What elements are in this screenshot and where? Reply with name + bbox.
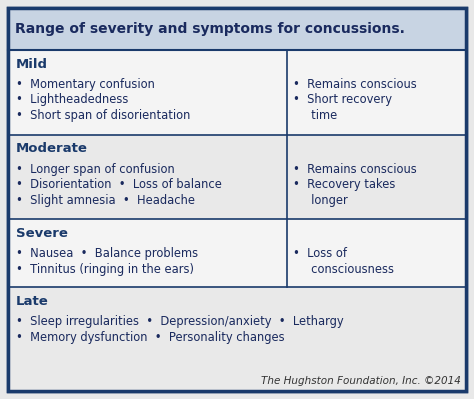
- Text: •  Loss of: • Loss of: [293, 247, 347, 260]
- Text: •  Short recovery: • Short recovery: [293, 93, 392, 107]
- Text: Late: Late: [16, 295, 49, 308]
- Text: The Hughston Foundation, Inc. ©2014: The Hughston Foundation, Inc. ©2014: [261, 376, 461, 386]
- Text: •  Disorientation  •  Loss of balance: • Disorientation • Loss of balance: [16, 178, 222, 191]
- Text: •  Tinnitus (ringing in the ears): • Tinnitus (ringing in the ears): [16, 263, 194, 276]
- Bar: [8, 219, 466, 287]
- Text: •  Nausea  •  Balance problems: • Nausea • Balance problems: [16, 247, 198, 260]
- Text: •  Momentary confusion: • Momentary confusion: [16, 78, 155, 91]
- Text: •  Slight amnesia  •  Headache: • Slight amnesia • Headache: [16, 194, 195, 207]
- Text: longer: longer: [293, 194, 348, 207]
- Text: •  Recovery takes: • Recovery takes: [293, 178, 396, 191]
- Text: Severe: Severe: [16, 227, 68, 240]
- Bar: [8, 50, 466, 134]
- Text: •  Remains conscious: • Remains conscious: [293, 162, 417, 176]
- Text: •  Lightheadedness: • Lightheadedness: [16, 93, 128, 107]
- Text: Moderate: Moderate: [16, 142, 88, 155]
- Bar: [8, 287, 466, 391]
- Text: Range of severity and symptoms for concussions.: Range of severity and symptoms for concu…: [15, 22, 405, 36]
- Text: consciousness: consciousness: [293, 263, 394, 276]
- Text: Mild: Mild: [16, 57, 48, 71]
- Text: time: time: [293, 109, 337, 122]
- Text: •  Longer span of confusion: • Longer span of confusion: [16, 162, 175, 176]
- Text: •  Remains conscious: • Remains conscious: [293, 78, 417, 91]
- Text: •  Memory dysfunction  •  Personality changes: • Memory dysfunction • Personality chang…: [16, 331, 284, 344]
- Bar: [8, 8, 466, 50]
- Text: •  Sleep irregularities  •  Depression/anxiety  •  Lethargy: • Sleep irregularities • Depression/anxi…: [16, 315, 344, 328]
- Text: •  Short span of disorientation: • Short span of disorientation: [16, 109, 191, 122]
- Bar: [8, 134, 466, 219]
